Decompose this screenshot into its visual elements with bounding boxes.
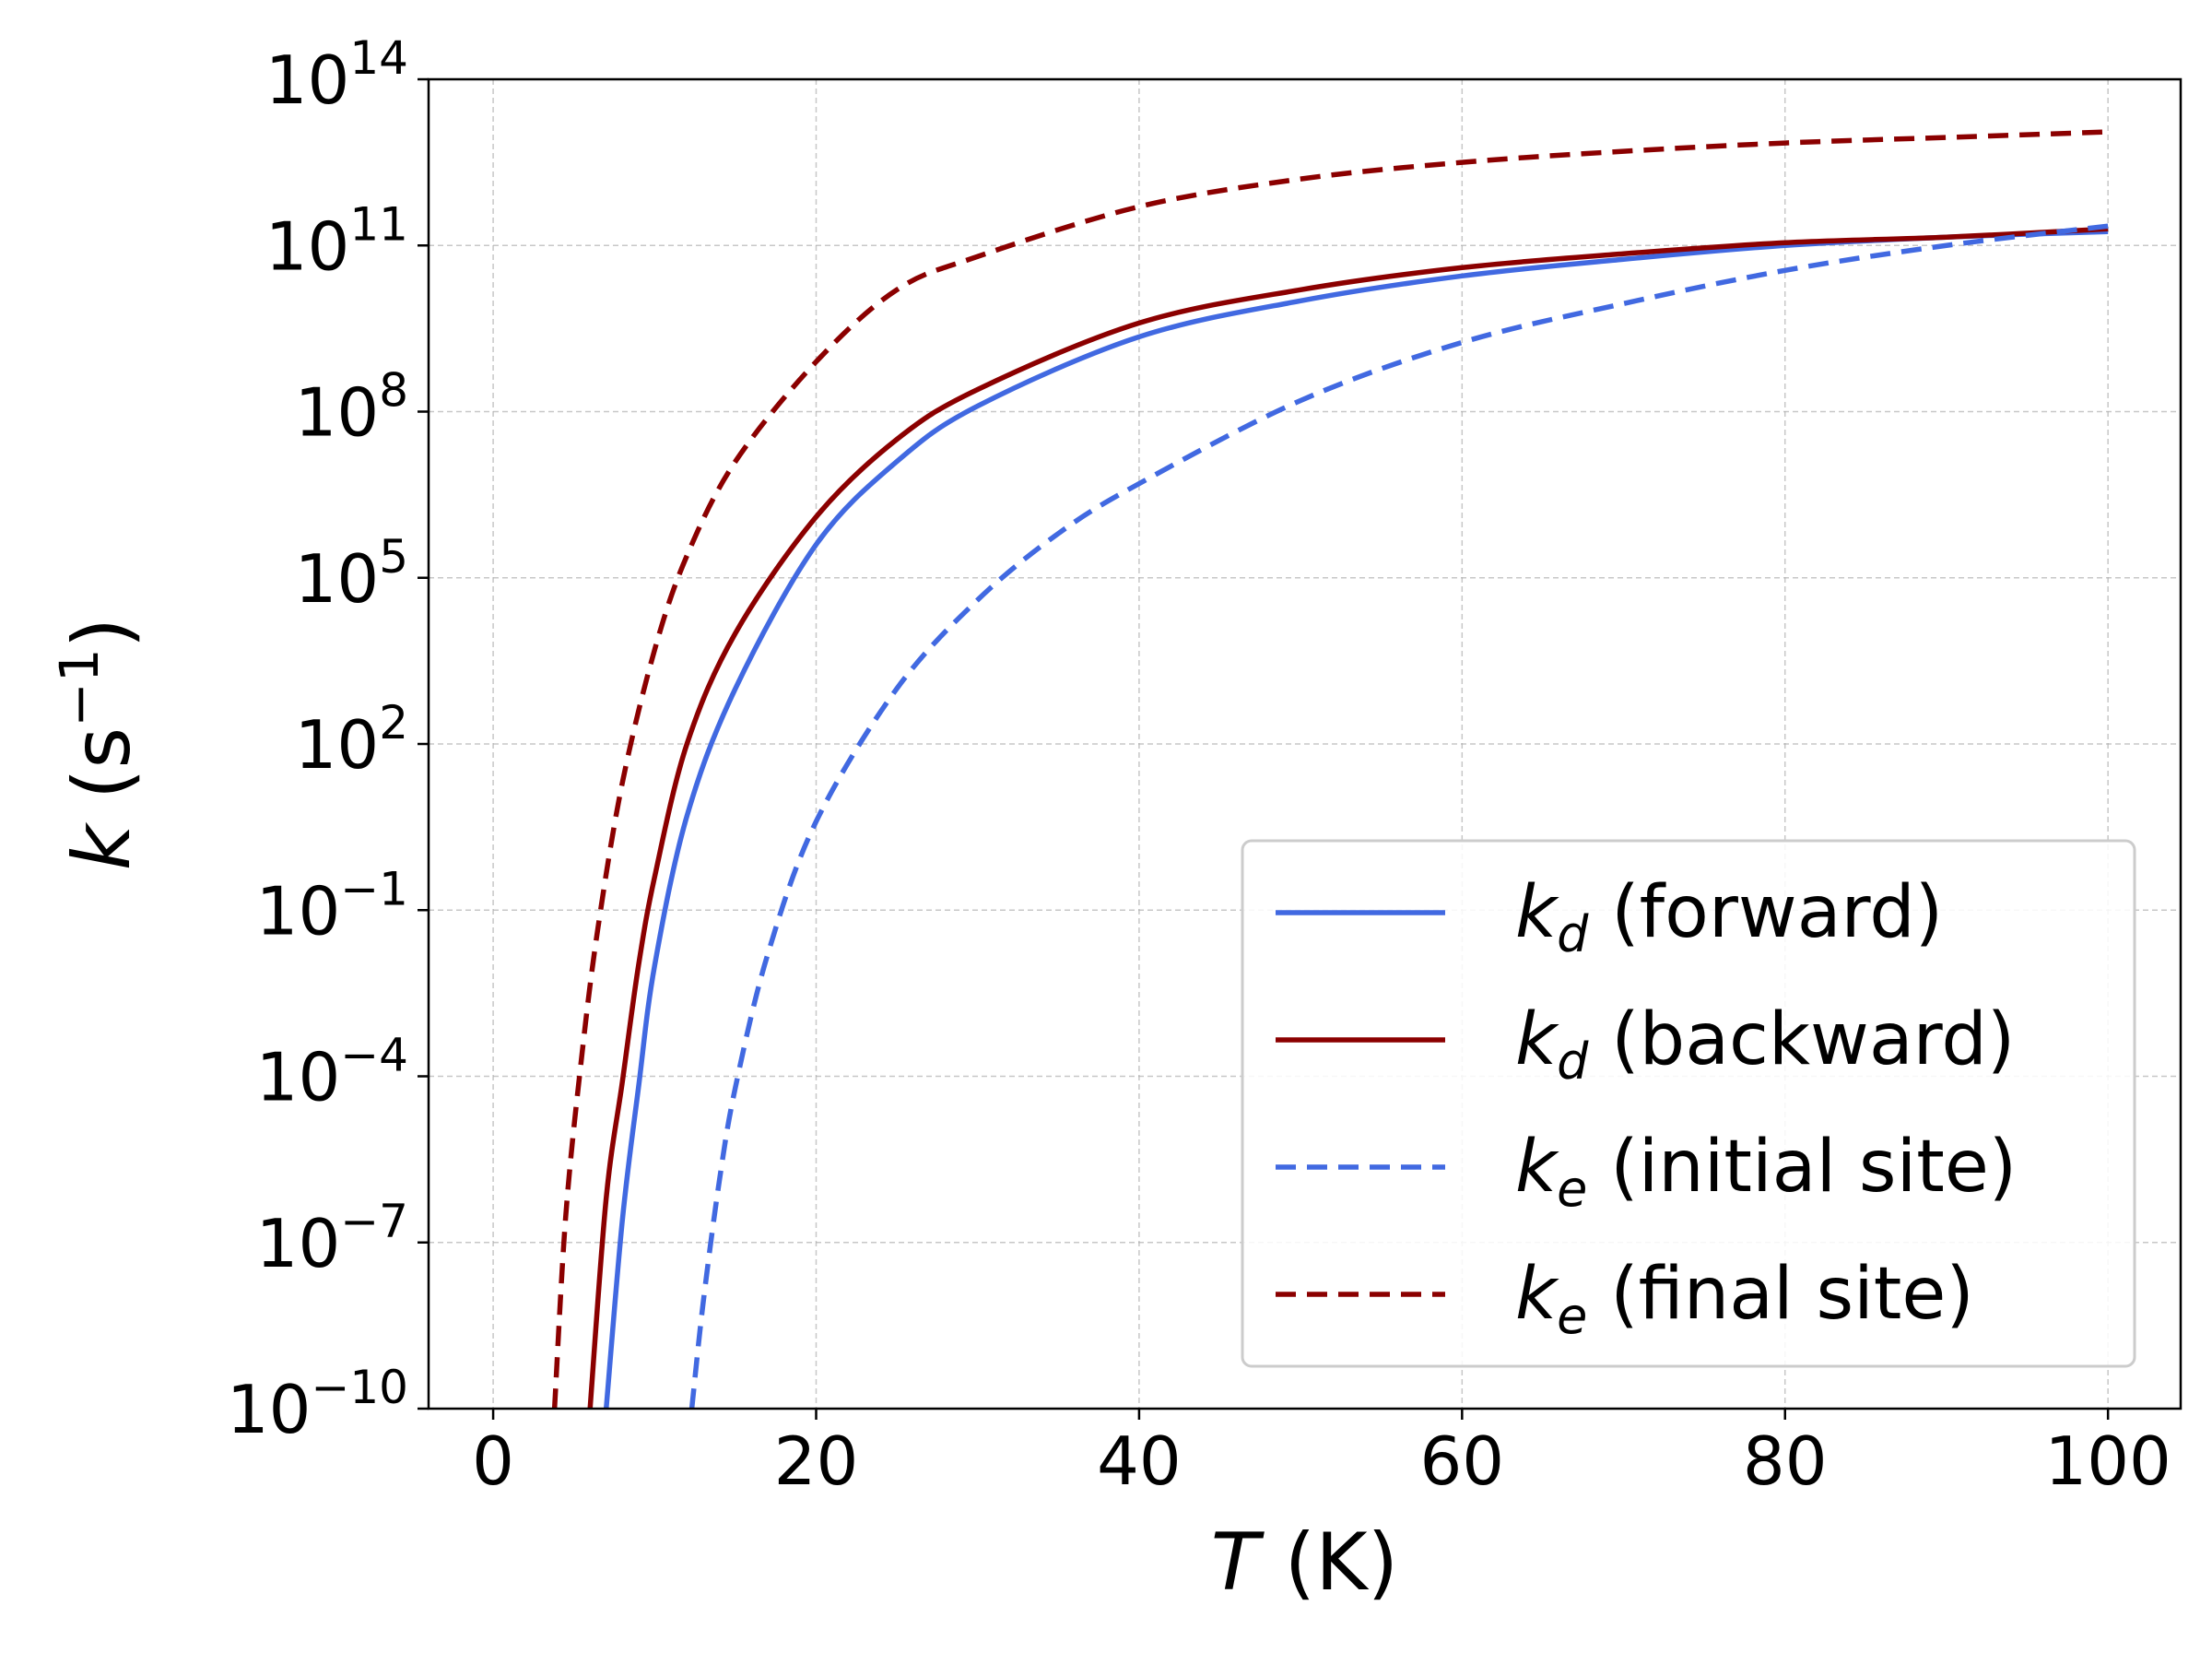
y-tick-base: 10: [265, 41, 350, 119]
axis-labels: T (K)k (s−1): [48, 618, 1398, 1609]
y-tick-label: 10−1: [256, 862, 408, 950]
y-tick-exponent: −1: [340, 862, 408, 915]
y-tick-base: 10: [256, 872, 341, 950]
y-tick-label: 108: [295, 364, 408, 452]
y-tick-label: 10−7: [256, 1195, 408, 1282]
legend-label-kd-backward: kd (backward): [1515, 998, 2015, 1091]
y-tick-label: 105: [295, 530, 408, 618]
legend-text: (initial site): [1610, 1126, 2017, 1209]
legend-symbol: k: [1515, 1126, 1559, 1209]
legend: kd (forward)kd (backward)ke (initial sit…: [1241, 839, 2136, 1368]
legend-space: [1588, 871, 1611, 954]
series-line-ke-final: [551, 129, 2109, 1409]
series-line-kd-backward: [587, 226, 2109, 1409]
y-axis-label: k (s−1): [48, 618, 148, 871]
y-tick-exponent: 11: [349, 197, 408, 251]
y-tick-label: 1011: [265, 197, 408, 285]
x-tick-label: 100: [2044, 1422, 2171, 1500]
y-tick-base: 10: [227, 1371, 312, 1448]
y-tick-label: 1014: [265, 31, 408, 119]
y-tick-label: 102: [295, 696, 408, 784]
series-line-ke-initial: [688, 223, 2109, 1409]
legend-space: [1588, 998, 1611, 1081]
series-line-kd-forward: [603, 229, 2109, 1409]
y-tick-base: 10: [256, 1039, 341, 1116]
x-axis-label-symbol: T: [1211, 1516, 1265, 1609]
y-tick-exponent: −4: [340, 1029, 408, 1082]
x-tick-label: 0: [472, 1422, 514, 1500]
legend-space: [1587, 1126, 1610, 1209]
y-tick-base: 10: [295, 706, 380, 784]
legend-subscript: e: [1557, 1160, 1587, 1218]
legend-label-ke-initial: ke (initial site): [1515, 1126, 2017, 1218]
legend-subscript: d: [1557, 1033, 1589, 1091]
x-tick-label: 60: [1420, 1422, 1505, 1500]
y-axis-label-unit: (s: [56, 727, 148, 825]
legend-label-kd-forward: kd (forward): [1515, 871, 1943, 963]
y-tick-exponent: −7: [340, 1195, 408, 1248]
legend-box: [1241, 839, 2136, 1368]
legend-label-ke-final: ke (final site): [1515, 1253, 1974, 1345]
y-tick-base: 10: [265, 207, 350, 285]
y-tick-exponent: −10: [311, 1361, 408, 1414]
legend-symbol: k: [1515, 998, 1559, 1081]
legend-text: (backward): [1611, 998, 2015, 1081]
x-tick-label: 40: [1097, 1422, 1182, 1500]
legend-space: [1587, 1253, 1610, 1336]
y-axis-label-exponent: −1: [48, 648, 111, 727]
x-axis-label-unit: (K): [1259, 1516, 1398, 1609]
legend-text: (final site): [1610, 1253, 1974, 1336]
y-tick-exponent: 2: [379, 696, 408, 749]
y-tick-label: 10−10: [227, 1361, 408, 1448]
x-tick-label: 20: [774, 1422, 859, 1500]
y-tick-exponent: 5: [379, 530, 408, 584]
y-axis-label-symbol: k: [56, 821, 148, 870]
legend-subscript: d: [1557, 905, 1589, 963]
axis-ticks: 0 20 40 60 80 10010−1010−710−410−110210510810…: [227, 31, 2171, 1500]
y-tick-base: 10: [256, 1205, 341, 1282]
plot-series: [551, 129, 2109, 1409]
y-tick-base: 10: [295, 374, 380, 452]
x-tick-label: 80: [1743, 1422, 1828, 1500]
legend-text: (forward): [1611, 871, 1943, 954]
legend-subscript: e: [1557, 1287, 1587, 1345]
y-tick-base: 10: [295, 540, 380, 618]
x-axis-label: T (K): [1211, 1516, 1398, 1609]
y-tick-exponent: 8: [379, 364, 408, 418]
y-tick-label: 10−4: [256, 1029, 408, 1116]
legend-symbol: k: [1515, 1253, 1559, 1336]
legend-symbol: k: [1515, 871, 1559, 954]
y-axis-label-close: ): [56, 618, 148, 649]
y-tick-exponent: 14: [349, 31, 408, 85]
